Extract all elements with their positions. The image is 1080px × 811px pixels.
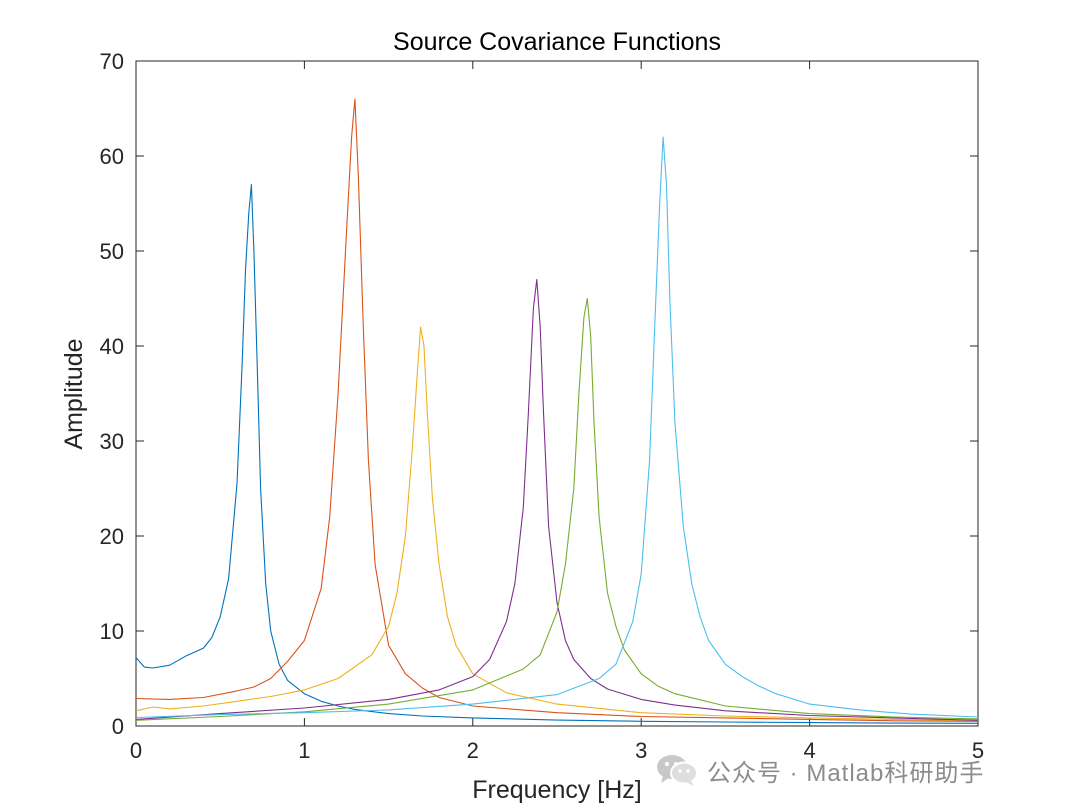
x-tick-label: 5 <box>972 738 984 763</box>
plot-area <box>135 98 979 724</box>
y-tick-label: 20 <box>100 524 124 549</box>
series-line-source-1 <box>135 183 979 724</box>
x-axis-label: Frequency [Hz] <box>472 776 642 804</box>
series-line-source-4 <box>135 278 979 721</box>
series-line-source-6 <box>135 136 979 719</box>
x-tick-label: 2 <box>467 738 479 763</box>
y-tick-label: 10 <box>100 619 124 644</box>
chart-title: Source Covariance Functions <box>393 28 721 56</box>
y-tick-label: 0 <box>112 714 124 739</box>
axes-box <box>135 60 979 727</box>
x-tick-label: 0 <box>130 738 142 763</box>
y-tick-label: 60 <box>100 144 124 169</box>
x-tick-label: 4 <box>803 738 815 763</box>
y-tick-label: 70 <box>100 49 124 74</box>
watermark: 公众号 · Matlab科研助手 <box>655 752 984 788</box>
y-tick-label: 40 <box>100 334 124 359</box>
y-tick-label: 30 <box>100 429 124 454</box>
series-line-source-2 <box>135 98 979 722</box>
y-tick-label: 50 <box>100 239 124 264</box>
series-line-source-5 <box>135 297 979 721</box>
wechat-icon <box>657 755 698 786</box>
y-axis-label: Amplitude <box>60 338 88 449</box>
x-tick-label: 3 <box>635 738 647 763</box>
x-tick-label: 1 <box>298 738 310 763</box>
series-line-source-3 <box>135 326 979 721</box>
watermark-text: 公众号 · Matlab科研助手 <box>707 759 985 787</box>
